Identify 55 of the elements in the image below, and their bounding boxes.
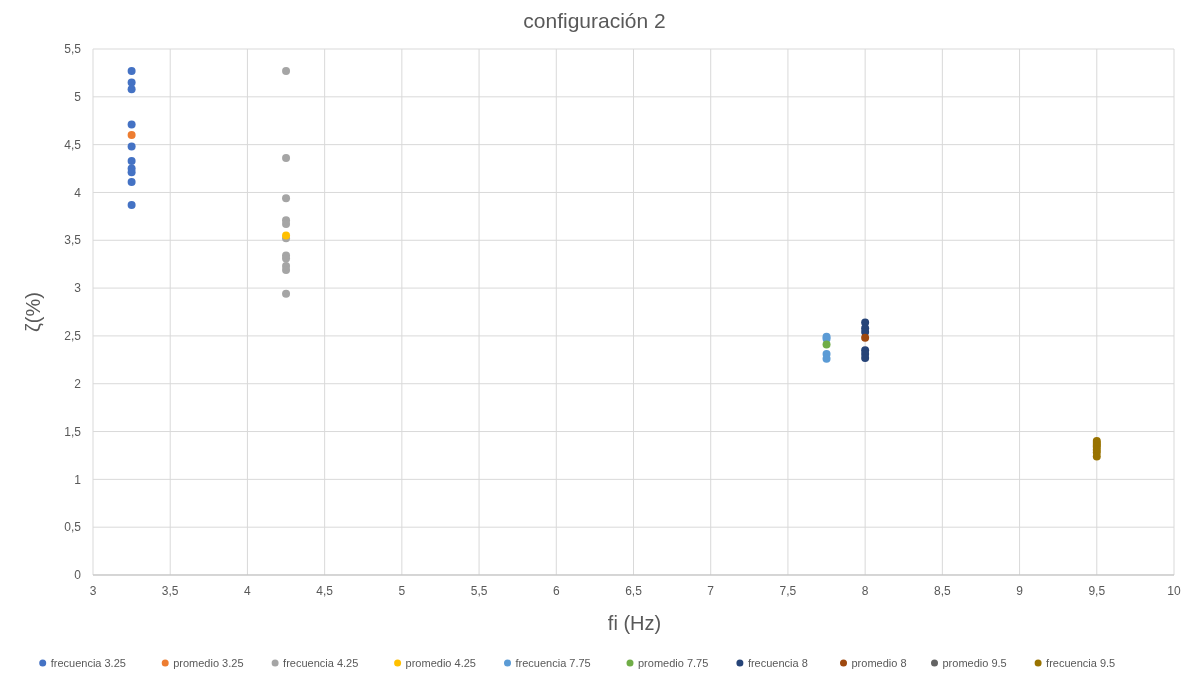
x-tick-label: 9,5	[1088, 584, 1106, 598]
legend-label: frecuencia 7.75	[515, 657, 591, 669]
x-tick-label: 3,5	[161, 584, 179, 598]
point	[127, 177, 136, 186]
x-tick-label: 10	[1167, 584, 1181, 598]
y-tick-label: 0	[74, 568, 82, 583]
x-tick-label: 4	[244, 584, 252, 598]
point	[127, 78, 136, 87]
x-tick-label: 3	[89, 584, 97, 598]
point	[127, 200, 136, 209]
x-tick-label: 6,5	[625, 584, 643, 598]
chart-title: configuración 2	[523, 9, 666, 32]
y-tick-label: 5	[74, 90, 82, 105]
y-tick-label: 4	[74, 185, 82, 200]
point	[282, 154, 291, 163]
legend-label: promedio 9.5	[942, 657, 1007, 669]
x-tick-label: 5	[398, 584, 406, 598]
point	[282, 194, 291, 203]
legend-label: promedio 4.25	[405, 657, 476, 669]
x-tick-label: 7	[707, 584, 715, 598]
x-axis-title: fi (Hz)	[607, 612, 662, 634]
y-tick-label: 3,5	[64, 233, 82, 248]
y-tick-label: 5,5	[64, 42, 82, 57]
y-tick-label: 1	[74, 472, 82, 487]
point	[282, 289, 291, 298]
x-tick-label: 6	[552, 584, 560, 598]
point	[127, 156, 136, 165]
legend-label: frecuencia 8	[747, 657, 808, 669]
point	[861, 333, 870, 342]
y-tick-label: 2,5	[64, 329, 82, 344]
legend-label: promedio 8	[851, 657, 907, 669]
y-tick-label: 2	[74, 376, 82, 391]
legend-label: promedio 3.25	[173, 657, 244, 669]
x-tick-label: 7,5	[779, 584, 797, 598]
x-tick-label: 4,5	[316, 584, 334, 598]
point	[282, 67, 291, 75]
y-tick-label: 4,5	[64, 137, 82, 152]
point	[127, 120, 136, 129]
point	[127, 131, 136, 140]
point	[127, 85, 136, 94]
y-tick-label: 0,5	[64, 520, 82, 535]
x-tick-label: 8	[861, 584, 869, 598]
legend-label: promedio 7.75	[638, 657, 709, 669]
x-tick-label: 9	[1016, 584, 1024, 598]
point	[127, 142, 136, 151]
x-tick-label: 8,5	[934, 584, 952, 598]
point	[822, 340, 831, 349]
legend-label: frecuencia 4.25	[283, 657, 359, 669]
y-tick-label: 3	[74, 281, 82, 296]
y-axis-title: ζ(%)	[22, 292, 44, 332]
legend-label: frecuencia 3.25	[50, 657, 126, 669]
y-tick-label: 1,5	[64, 424, 82, 439]
point	[127, 67, 136, 75]
legend-label: frecuencia 9.5	[1046, 657, 1116, 669]
x-tick-label: 5,5	[470, 584, 488, 598]
